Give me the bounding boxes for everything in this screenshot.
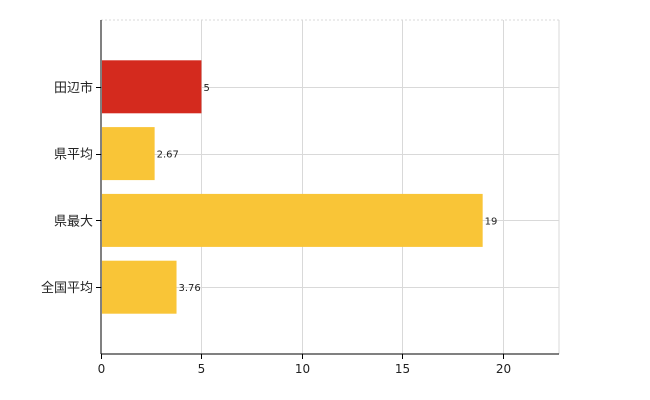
x-tick-label: 5 [198, 362, 206, 376]
bar [102, 193, 483, 247]
bar [102, 260, 177, 314]
bars [102, 60, 483, 314]
category-label: 県最大 [54, 214, 93, 229]
category-label: 県平均 [54, 148, 93, 163]
axes [96, 20, 559, 359]
category-label: 全国平均 [41, 280, 93, 296]
data-label: 3.76 [179, 283, 201, 294]
x-tick-label: 15 [395, 362, 410, 376]
x-tick-label: 0 [98, 362, 106, 376]
data-label: 5 [203, 83, 209, 94]
x-tick-label: 10 [295, 362, 310, 376]
bar [102, 127, 155, 181]
x-tick-label: 20 [496, 362, 511, 376]
data-label: 2.67 [157, 150, 179, 161]
category-label: 田辺市 [54, 80, 93, 96]
data-label: 19 [485, 216, 498, 227]
bar [102, 60, 202, 114]
labels: 0 5 10 15 20 田辺市 5 県平均 2.67 県最大 19 全国平均 3.76 [41, 80, 511, 376]
